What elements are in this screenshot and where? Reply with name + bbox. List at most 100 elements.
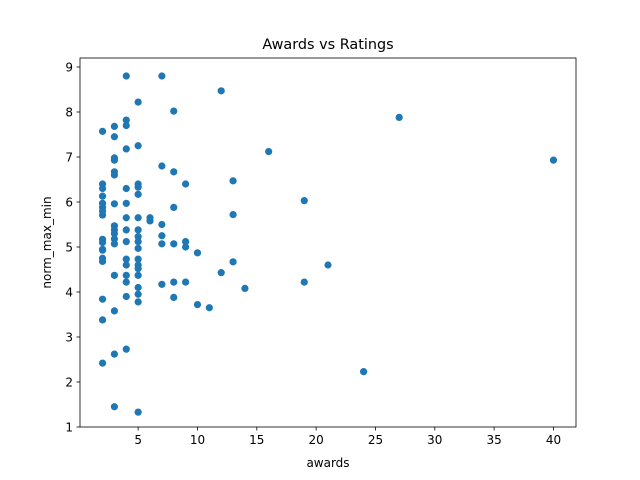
data-point	[122, 261, 130, 269]
data-point	[110, 350, 119, 358]
data-point	[158, 280, 166, 288]
data-point	[110, 235, 119, 243]
data-point	[182, 180, 190, 188]
data-point	[182, 238, 190, 246]
data-point	[110, 133, 119, 141]
x-tick-label: 30	[427, 433, 442, 447]
data-point	[122, 292, 130, 301]
data-point	[122, 271, 130, 279]
data-point	[193, 249, 202, 257]
y-axis-label: norm_max_min	[40, 196, 54, 288]
data-point	[549, 156, 558, 164]
data-point	[134, 271, 142, 279]
data-point	[300, 278, 308, 286]
data-point	[110, 171, 119, 179]
x-tick-label: 20	[308, 433, 323, 447]
data-point	[110, 229, 119, 238]
data-point	[122, 345, 130, 353]
y-tick-label: 1	[65, 420, 73, 434]
data-point	[122, 145, 130, 153]
data-point	[193, 301, 202, 309]
y-tick-label: 6	[65, 195, 73, 209]
x-tick-label: 15	[249, 433, 264, 447]
data-point	[122, 116, 130, 124]
x-tick-label: 10	[190, 433, 205, 447]
x-axis-ticks: 5 10 15 20 25 30 35 40	[134, 427, 561, 447]
data-point	[98, 246, 107, 254]
x-tick-label: 25	[368, 433, 383, 447]
data-point	[170, 278, 178, 286]
data-point	[110, 307, 119, 315]
data-point	[217, 87, 225, 95]
data-point	[98, 359, 107, 367]
data-point	[324, 261, 332, 269]
data-point	[134, 190, 142, 198]
chart-title: Awards vs Ratings	[262, 37, 393, 53]
y-tick-label: 2	[65, 375, 73, 389]
data-point	[229, 177, 237, 185]
data-point	[170, 293, 178, 301]
data-point	[170, 168, 178, 176]
y-tick-label: 9	[65, 60, 73, 74]
y-tick-label: 7	[65, 150, 73, 164]
data-point	[110, 200, 119, 208]
data-point	[110, 240, 119, 248]
data-point	[134, 298, 142, 306]
data-point	[98, 316, 107, 324]
data-point	[134, 142, 142, 150]
data-point	[98, 238, 107, 247]
data-point	[359, 368, 368, 376]
data-point	[170, 240, 178, 248]
data-point	[134, 290, 142, 298]
y-tick-label: 3	[65, 330, 73, 344]
data-point	[122, 278, 130, 286]
data-point	[110, 271, 119, 279]
data-point	[98, 184, 107, 193]
data-point	[158, 220, 166, 229]
data-point	[205, 304, 213, 312]
data-point	[122, 214, 130, 222]
data-point	[158, 240, 166, 248]
data-point	[134, 283, 142, 292]
data-point	[98, 192, 107, 200]
data-point	[158, 162, 166, 170]
data-point	[122, 184, 130, 193]
data-point	[98, 257, 107, 265]
data-point	[265, 148, 273, 156]
x-tick-label: 40	[546, 433, 561, 447]
data-point	[98, 295, 107, 303]
y-tick-label: 8	[65, 105, 73, 119]
data-point	[122, 238, 130, 246]
data-point	[170, 203, 178, 211]
data-point	[134, 98, 142, 106]
data-point	[98, 211, 107, 219]
y-tick-label: 5	[65, 240, 73, 254]
data-point	[110, 403, 119, 411]
data-point	[217, 269, 225, 277]
data-point	[110, 156, 119, 164]
data-point	[122, 226, 130, 234]
data-point	[158, 232, 166, 240]
x-axis-label: awards	[306, 456, 349, 470]
data-point	[182, 243, 190, 251]
data-point	[134, 183, 142, 191]
data-point	[229, 211, 237, 219]
data-point	[134, 226, 142, 234]
data-point	[110, 122, 119, 130]
data-point	[134, 233, 142, 241]
data-point	[134, 255, 142, 263]
x-tick-label: 35	[486, 433, 501, 447]
points-layer	[98, 72, 558, 416]
data-point	[122, 121, 130, 130]
data-point	[300, 197, 308, 205]
data-point	[170, 107, 178, 115]
data-point	[134, 214, 142, 222]
y-tick-label: 4	[65, 285, 73, 299]
data-point	[182, 278, 190, 286]
y-axis-ticks: 1 2 3 4 5 6 7 8 9	[65, 60, 80, 434]
data-point	[146, 217, 154, 225]
data-point	[134, 238, 142, 246]
data-point	[134, 408, 142, 416]
